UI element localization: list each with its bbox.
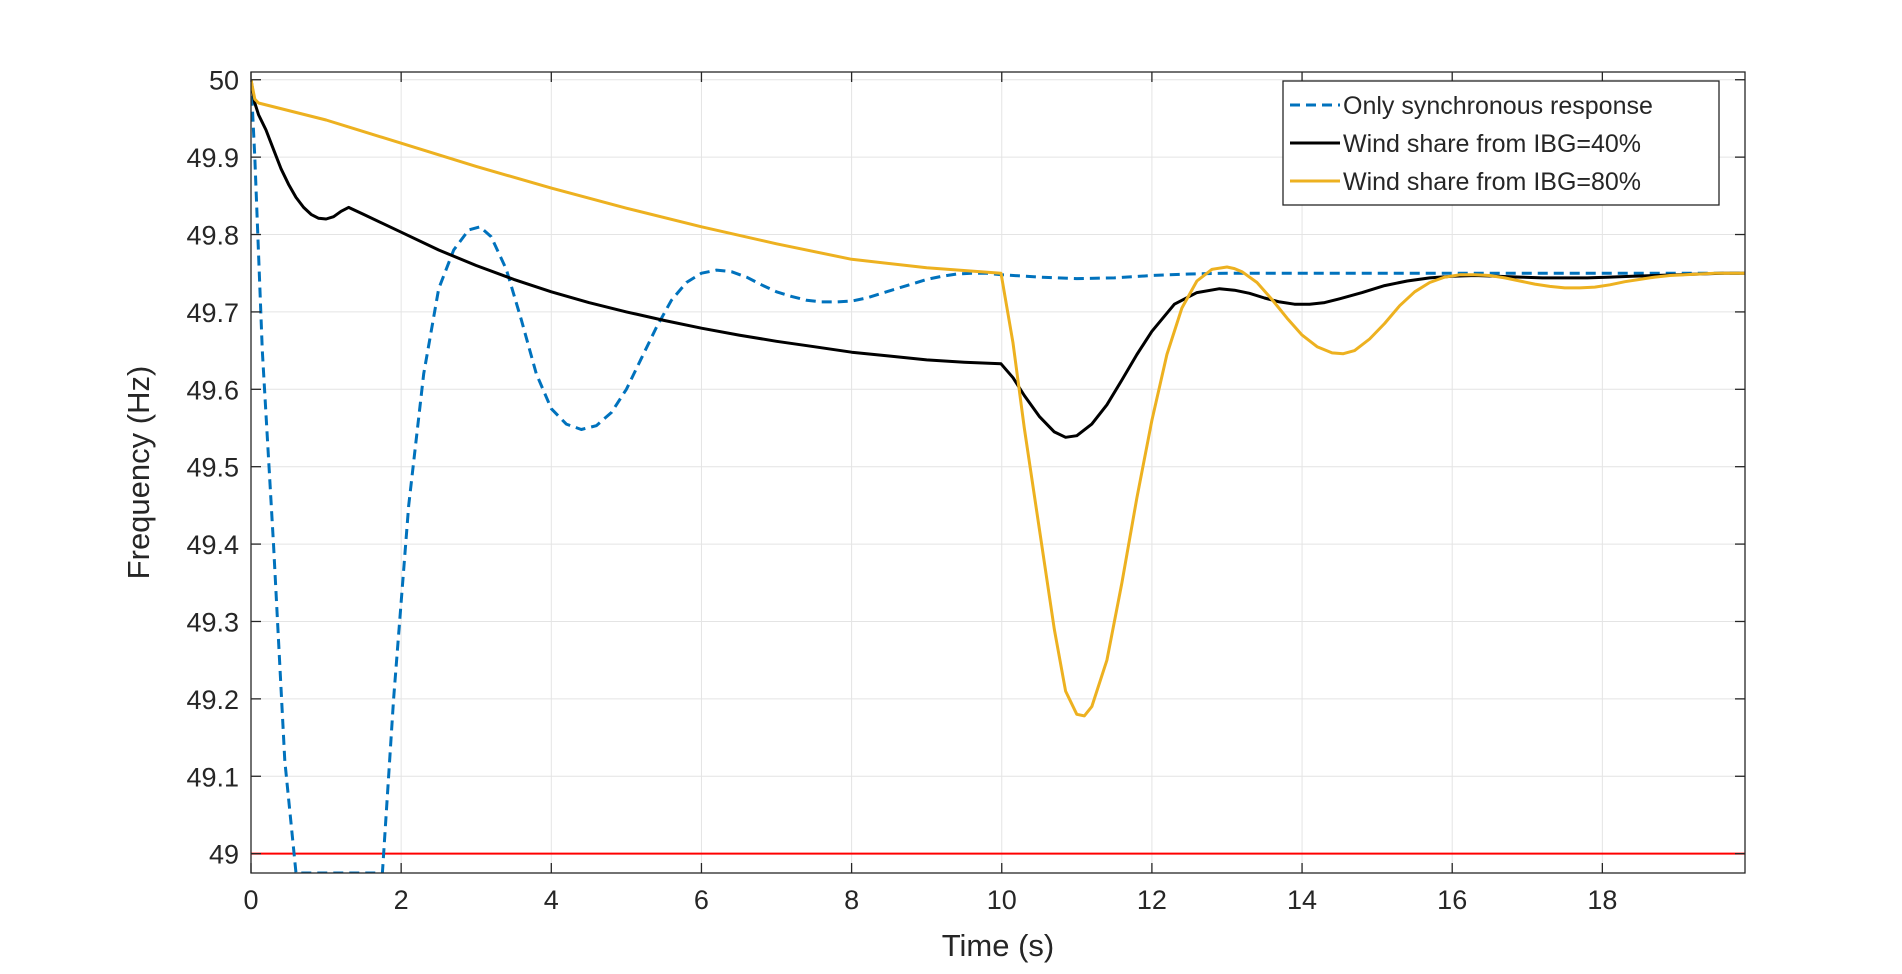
x-tick-label: 14 <box>1287 885 1317 915</box>
legend-box <box>1282 80 1720 206</box>
series-line-3 <box>251 79 1745 718</box>
x-axis-label: Time (s) <box>942 928 1055 963</box>
y-tick-label: 49.6 <box>186 375 239 405</box>
legend: Only synchronous response Wind share from… <box>1282 80 1720 206</box>
legend-label-1: Only synchronous response <box>1343 92 1653 120</box>
y-tick-label: 49 <box>209 840 239 870</box>
y-tick-label: 50 <box>209 66 239 96</box>
legend-label-3: Wind share from IBG=80% <box>1343 168 1641 196</box>
tick-layer: 0 2 4 6 8 10 12 14 16 18 49 49.1 49.2 49.3 49.4 49.5 49.… <box>186 66 1745 915</box>
x-tick-label: 8 <box>844 885 859 915</box>
y-tick-label: 49.7 <box>186 298 239 328</box>
y-tick-label: 49.3 <box>186 607 239 637</box>
plot-frame <box>250 71 1746 874</box>
x-tick-label: 18 <box>1587 885 1617 915</box>
y-tick-label: 49.9 <box>186 143 239 173</box>
x-tick-label: 0 <box>243 885 258 915</box>
y-axis-label: Frequency (Hz) <box>121 366 156 580</box>
y-tick-label: 49.4 <box>186 530 239 560</box>
y-tick-label: 49.2 <box>186 685 239 715</box>
series-line-1 <box>251 79 1745 873</box>
x-tick-label: 10 <box>987 885 1017 915</box>
y-tick-label: 49.5 <box>186 453 239 483</box>
series-layer <box>251 79 1745 873</box>
x-tick-label: 16 <box>1437 885 1467 915</box>
legend-label-2: Wind share from IBG=40% <box>1343 130 1641 158</box>
y-tick-label: 49.8 <box>186 221 239 251</box>
y-tick-label: 49.1 <box>186 762 239 792</box>
x-tick-label: 2 <box>394 885 409 915</box>
x-tick-label: 4 <box>544 885 559 915</box>
x-tick-label: 6 <box>694 885 709 915</box>
x-tick-label: 12 <box>1137 885 1167 915</box>
